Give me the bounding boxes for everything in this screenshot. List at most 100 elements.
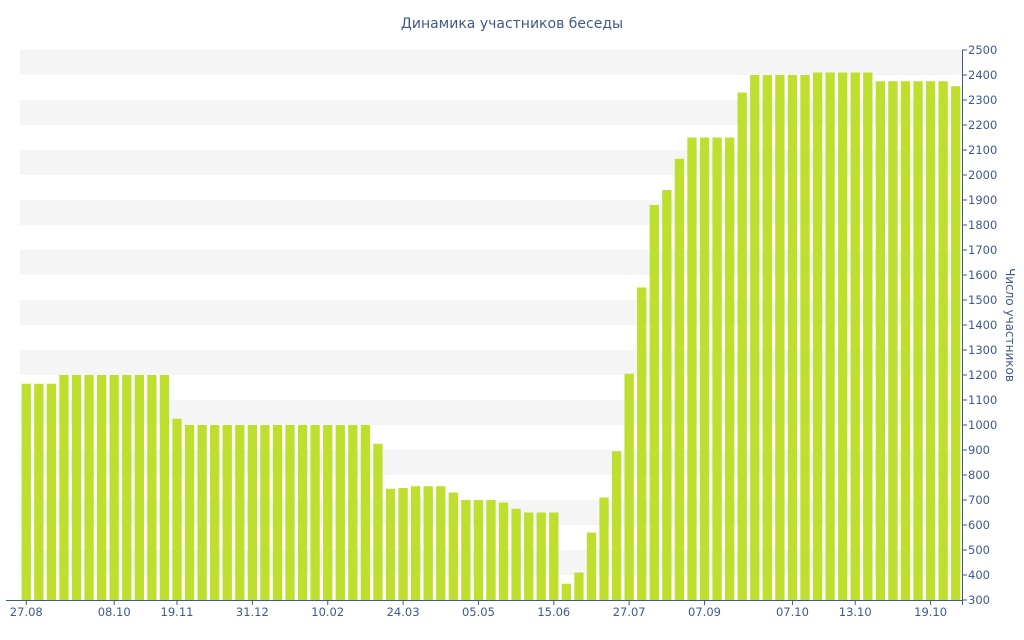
bar[interactable] xyxy=(888,81,898,600)
bar[interactable] xyxy=(938,81,948,600)
bar[interactable] xyxy=(825,72,835,601)
bar[interactable] xyxy=(637,287,647,601)
bar[interactable] xyxy=(84,375,94,600)
bar[interactable] xyxy=(863,72,873,601)
bar[interactable] xyxy=(762,75,772,600)
bar[interactable] xyxy=(59,375,69,600)
bar[interactable] xyxy=(800,75,810,600)
bar[interactable] xyxy=(335,425,345,600)
bar[interactable] xyxy=(486,500,496,600)
bar[interactable] xyxy=(159,375,170,600)
bar[interactable] xyxy=(737,92,747,601)
bar[interactable] xyxy=(951,86,961,600)
x-tick-label: 15.06 xyxy=(537,605,570,619)
bar[interactable] xyxy=(398,488,408,600)
bar[interactable] xyxy=(46,383,57,600)
y-tick-label: 600 xyxy=(968,518,990,532)
bar[interactable] xyxy=(21,383,31,600)
bar[interactable] xyxy=(109,375,119,600)
bar[interactable] xyxy=(498,502,509,601)
y-axis-label: Число участников xyxy=(1003,268,1017,382)
bar[interactable] xyxy=(323,425,333,600)
bar[interactable] xyxy=(436,486,446,600)
bar[interactable] xyxy=(900,81,911,600)
x-tick-label: 08.10 xyxy=(98,605,131,619)
bar[interactable] xyxy=(586,532,597,601)
bar[interactable] xyxy=(624,373,634,600)
y-tick-label: 1200 xyxy=(968,368,997,382)
y-tick-label: 300 xyxy=(968,593,990,607)
bar[interactable] xyxy=(410,486,421,600)
bar[interactable] xyxy=(611,451,622,600)
bar[interactable] xyxy=(373,443,383,600)
bar[interactable] xyxy=(184,425,195,600)
bar[interactable] xyxy=(662,190,672,600)
y-tick-label: 2300 xyxy=(968,93,997,107)
y-tick-label: 1300 xyxy=(968,343,997,357)
bar[interactable] xyxy=(775,75,785,600)
bar[interactable] xyxy=(122,375,132,600)
bar[interactable] xyxy=(172,418,182,600)
bar[interactable] xyxy=(561,583,571,600)
bar[interactable] xyxy=(423,486,433,600)
bar[interactable] xyxy=(260,425,270,600)
y-tick-label: 700 xyxy=(968,493,990,507)
y-tick-label: 2500 xyxy=(968,43,997,57)
bar[interactable] xyxy=(34,383,44,600)
bar[interactable] xyxy=(913,81,923,600)
x-tick-label: 27.08 xyxy=(10,605,43,619)
bar[interactable] xyxy=(96,375,107,600)
bar[interactable] xyxy=(875,81,885,600)
bar[interactable] xyxy=(511,508,521,600)
bar[interactable] xyxy=(724,137,735,601)
bar[interactable] xyxy=(599,497,609,601)
bar[interactable] xyxy=(850,72,860,601)
bar[interactable] xyxy=(649,205,659,600)
bar[interactable] xyxy=(524,512,534,601)
y-tick-label: 1400 xyxy=(968,318,997,332)
x-tick-label: 13.10 xyxy=(839,605,872,619)
bar[interactable] xyxy=(536,512,546,601)
y-tick-label: 1800 xyxy=(968,218,997,232)
bar[interactable] xyxy=(235,425,245,600)
bar[interactable] xyxy=(247,425,257,600)
bar[interactable] xyxy=(838,72,848,601)
bar[interactable] xyxy=(473,500,484,600)
bar[interactable] xyxy=(285,425,295,600)
bar[interactable] xyxy=(385,488,396,600)
bar[interactable] xyxy=(925,81,936,600)
bar[interactable] xyxy=(348,425,358,600)
chart-title: Динамика участников беседы xyxy=(401,16,623,32)
y-tick-label: 400 xyxy=(968,568,990,582)
bar[interactable] xyxy=(699,137,710,601)
bar[interactable] xyxy=(549,512,559,601)
bar[interactable] xyxy=(750,75,760,600)
bar[interactable] xyxy=(147,375,157,600)
grid-band xyxy=(20,50,962,75)
bar[interactable] xyxy=(360,425,371,600)
bar[interactable] xyxy=(574,572,584,601)
y-tick-label: 2400 xyxy=(968,68,997,82)
y-tick-label: 500 xyxy=(968,543,990,557)
y-tick-label: 1000 xyxy=(968,418,997,432)
bar[interactable] xyxy=(272,425,283,600)
bar[interactable] xyxy=(134,375,144,600)
bar[interactable] xyxy=(812,72,823,601)
bar[interactable] xyxy=(687,137,697,601)
x-tick-label: 19.10 xyxy=(914,605,947,619)
bar[interactable] xyxy=(297,425,308,600)
y-tick-label: 800 xyxy=(968,468,990,482)
bar[interactable] xyxy=(310,425,320,600)
y-axis: 300 400 500 600 700 800 900 1000 1100 1200 1300 140… xyxy=(962,43,997,607)
bar[interactable] xyxy=(222,425,232,600)
bar[interactable] xyxy=(71,375,82,600)
bar[interactable] xyxy=(210,425,220,600)
bar[interactable] xyxy=(448,492,458,601)
bar[interactable] xyxy=(712,137,722,601)
bar[interactable] xyxy=(197,425,207,600)
bar[interactable] xyxy=(787,75,798,600)
bar[interactable] xyxy=(461,500,471,600)
bar[interactable] xyxy=(674,158,685,600)
